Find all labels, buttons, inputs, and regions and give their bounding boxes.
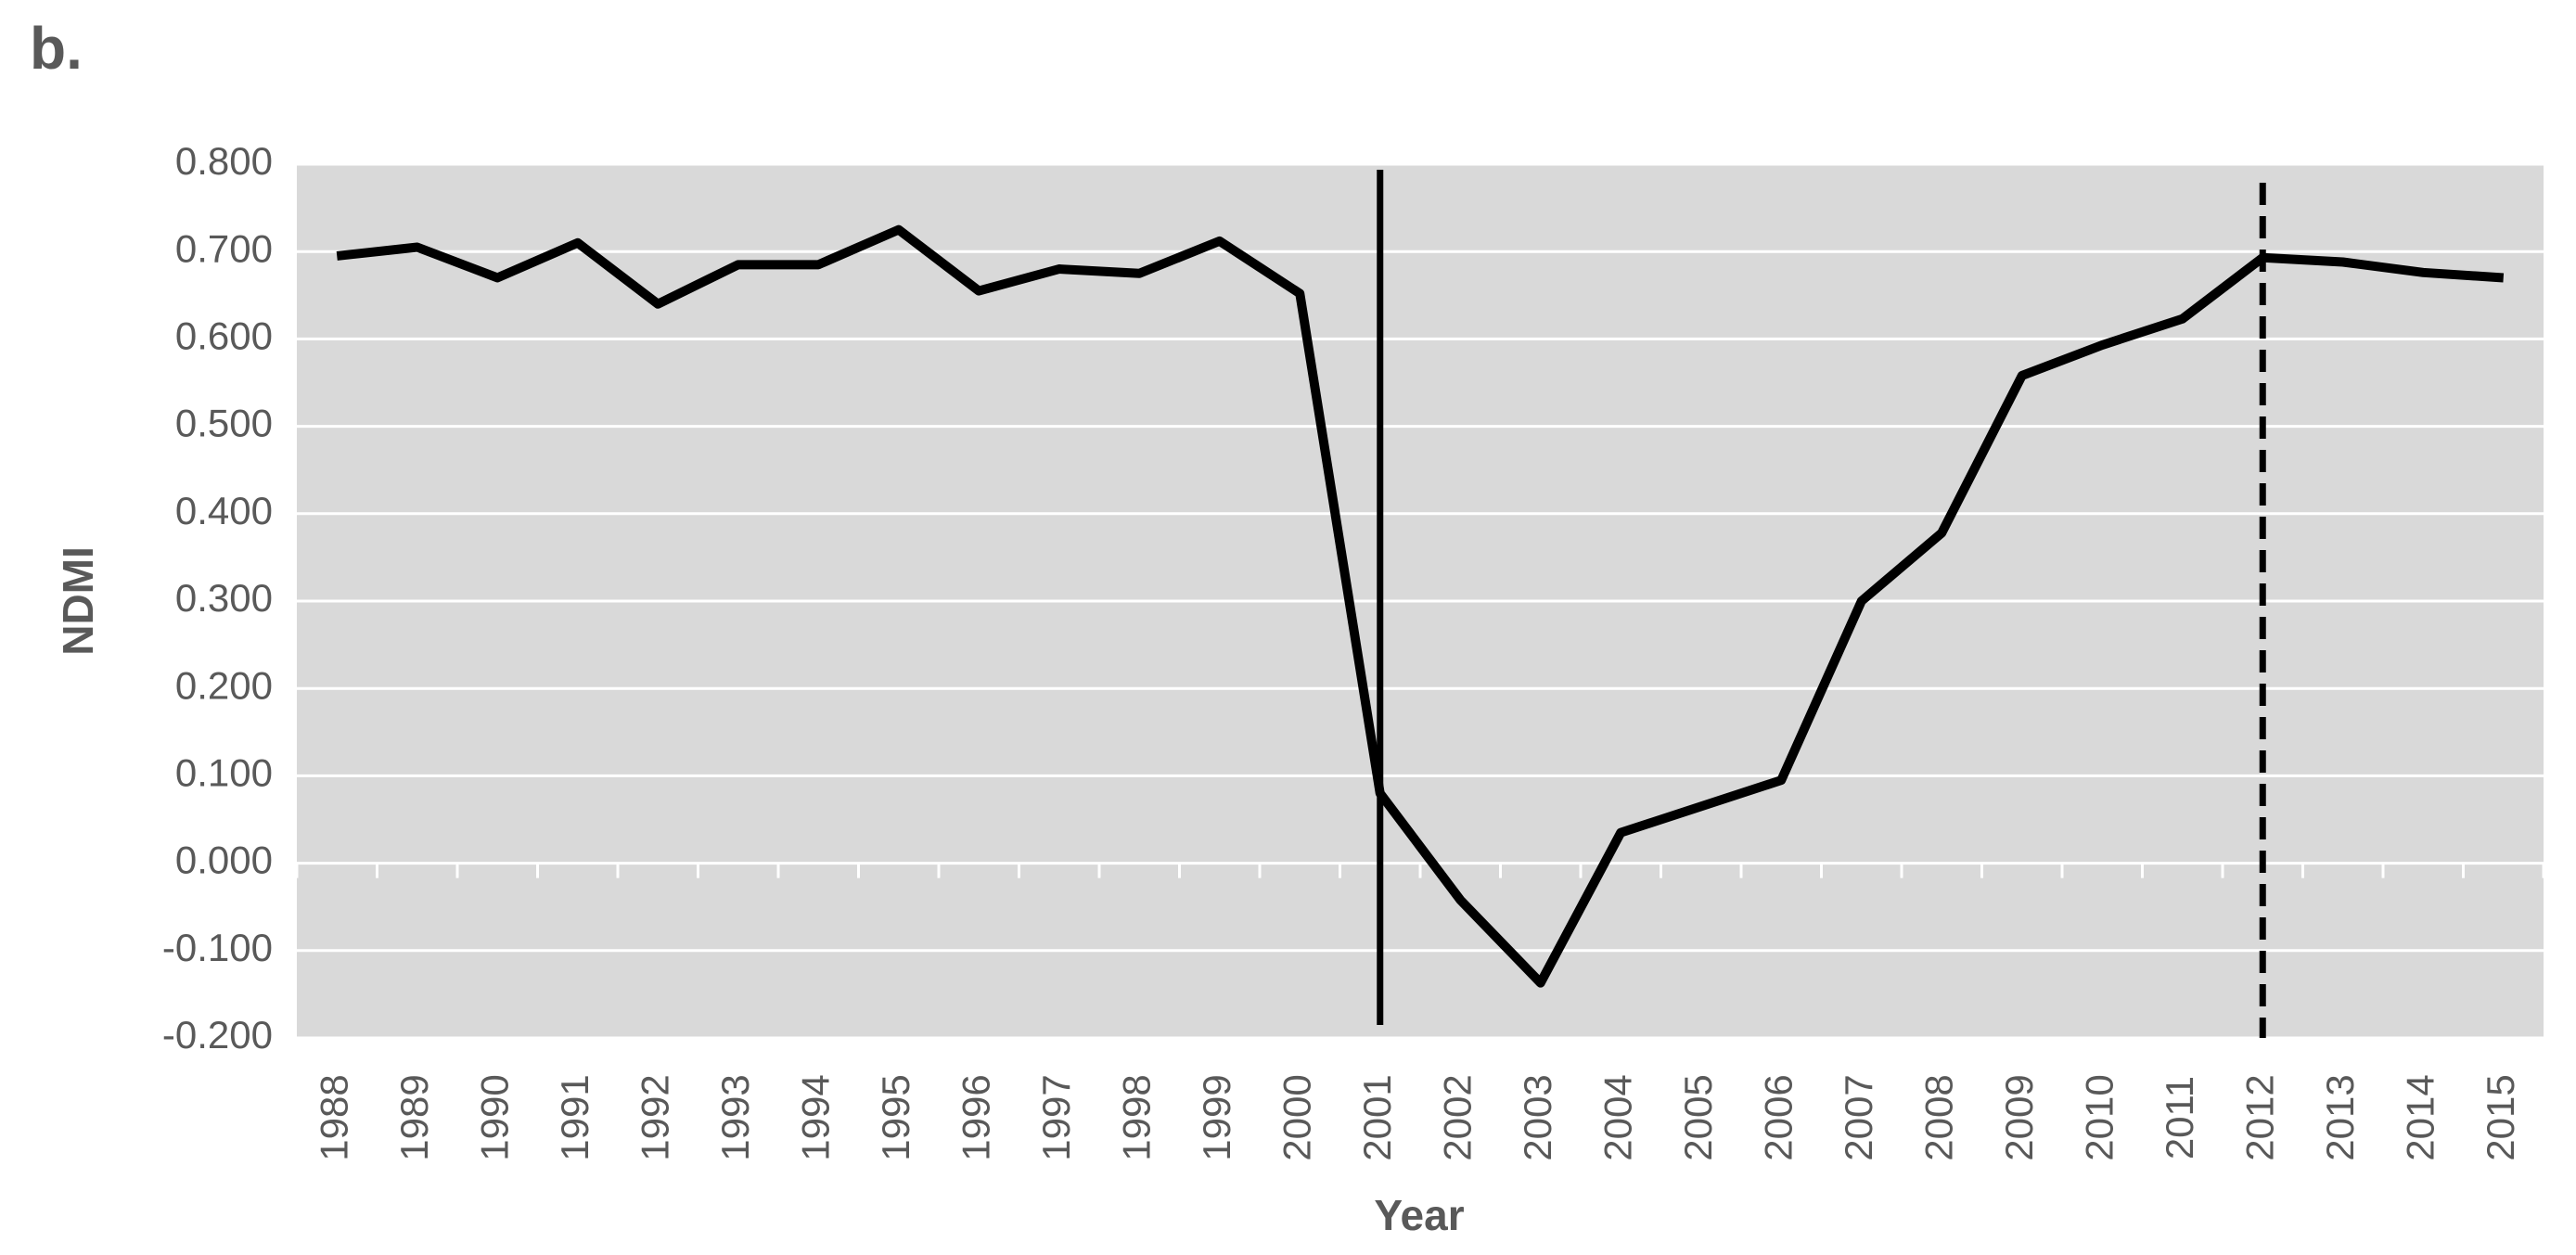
x-tick-label: 2002	[1435, 1074, 1479, 1160]
x-tick-label: 1988	[312, 1074, 355, 1160]
x-tick-label: 2014	[2398, 1074, 2441, 1160]
y-tick-label: 0.700	[175, 226, 273, 270]
x-tick-label: 2000	[1275, 1074, 1318, 1160]
x-tick-label: 2015	[2479, 1074, 2522, 1160]
x-tick-label: 2010	[2077, 1074, 2121, 1160]
y-axis-label: NDMI	[54, 546, 102, 656]
x-tick-label: 1993	[713, 1074, 757, 1160]
x-axis-label: Year	[1374, 1191, 1464, 1239]
x-tick-label: 2013	[2318, 1074, 2362, 1160]
y-tick-label: -0.100	[162, 926, 273, 969]
y-tick-label: 0.600	[175, 314, 273, 357]
x-tick-label: 2003	[1516, 1074, 1559, 1160]
y-tick-label: 0.500	[175, 402, 273, 445]
x-tick-label: 1994	[793, 1074, 837, 1160]
x-tick-label: 1990	[472, 1074, 516, 1160]
x-tick-label: 2009	[1997, 1074, 2041, 1160]
y-tick-label: 0.300	[175, 576, 273, 620]
x-tick-label: 1997	[1034, 1074, 1078, 1160]
x-tick-label: 1995	[874, 1074, 917, 1160]
x-tick-label: 1989	[392, 1074, 436, 1160]
x-tick-label: 2012	[2237, 1074, 2281, 1160]
x-tick-label: 1998	[1114, 1074, 1158, 1160]
x-tick-label: 1992	[633, 1074, 676, 1160]
x-tick-label: 2001	[1355, 1074, 1399, 1160]
x-tick-label: 2008	[1916, 1074, 1960, 1160]
x-tick-label: 2004	[1596, 1074, 1639, 1160]
x-tick-label: 2005	[1676, 1074, 1720, 1160]
x-tick-label: 2007	[1837, 1074, 1880, 1160]
panel-label: b.	[30, 15, 83, 82]
y-tick-label: 0.400	[175, 489, 273, 532]
y-tick-label: 0.100	[175, 750, 273, 794]
y-tick-label: 0.000	[175, 839, 273, 882]
x-tick-label: 1996	[954, 1074, 997, 1160]
y-tick-label: -0.200	[162, 1013, 273, 1057]
y-tick-label: 0.200	[175, 663, 273, 707]
x-tick-label: 2006	[1756, 1074, 1800, 1160]
data-line	[336, 224, 2505, 988]
x-tick-label: 1991	[553, 1074, 596, 1160]
x-tick-label: 2011	[2158, 1076, 2201, 1159]
y-tick-label: 0.800	[175, 139, 273, 183]
x-tick-label: 1999	[1195, 1074, 1238, 1160]
